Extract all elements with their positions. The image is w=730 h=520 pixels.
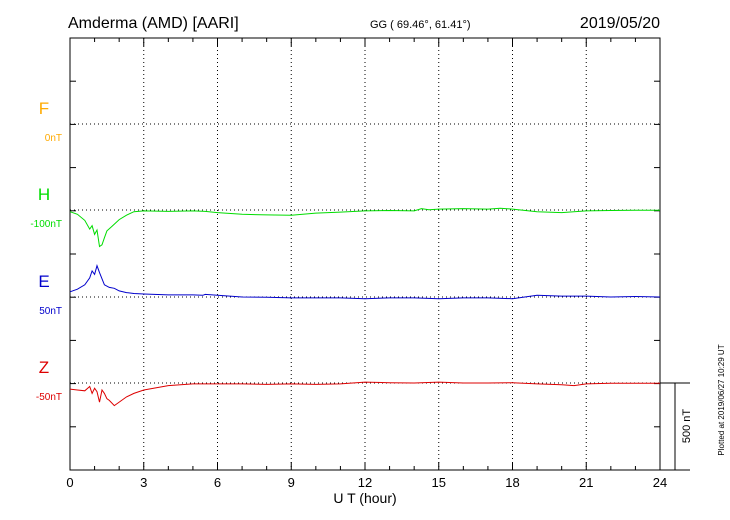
series-name-h: H bbox=[38, 185, 50, 204]
series-baseline-f: 0nT bbox=[45, 133, 62, 144]
series-line-z bbox=[69, 381, 660, 407]
coords-label: GG ( 69.46°, 61.41°) bbox=[370, 19, 471, 31]
series-lines bbox=[69, 207, 661, 407]
grid bbox=[70, 38, 660, 470]
plotted-at-note: Plotted at 2019/06/27 10:29 UT bbox=[717, 344, 726, 455]
date-label: 2019/05/20 bbox=[580, 15, 660, 32]
scale-bar-label: 500 nT bbox=[681, 409, 693, 444]
series-line-h bbox=[69, 207, 660, 248]
series-baseline-h: -100nT bbox=[30, 219, 62, 230]
series-baseline-e: 50nT bbox=[39, 306, 62, 317]
x-tick-label-24: 24 bbox=[653, 475, 667, 490]
x-tick-label-6: 6 bbox=[214, 475, 221, 490]
axis-ticks bbox=[69, 38, 661, 471]
series-baseline-z: -50nT bbox=[36, 392, 62, 403]
station-title: Amderma (AMD) [AARI] bbox=[68, 15, 239, 32]
series-name-z: Z bbox=[39, 358, 49, 377]
scale-bar: 500 nT bbox=[660, 382, 693, 471]
x-tick-label-12: 12 bbox=[358, 475, 372, 490]
series-name-e: E bbox=[38, 272, 49, 291]
x-tick-labels: 0 3 6 9 12 15 18 21 24 bbox=[66, 475, 667, 490]
series-line-e bbox=[69, 264, 661, 300]
series-name-f: F bbox=[39, 99, 49, 118]
x-tick-label-18: 18 bbox=[505, 475, 519, 490]
x-tick-label-21: 21 bbox=[579, 475, 593, 490]
x-axis-label: U T (hour) bbox=[333, 490, 396, 506]
x-tick-label-9: 9 bbox=[288, 475, 295, 490]
x-tick-label-15: 15 bbox=[432, 475, 446, 490]
x-tick-label-3: 3 bbox=[140, 475, 147, 490]
series-labels: F 0nT H -100nT E 50nT Z -50nT bbox=[30, 99, 62, 403]
x-tick-label-0: 0 bbox=[66, 475, 73, 490]
